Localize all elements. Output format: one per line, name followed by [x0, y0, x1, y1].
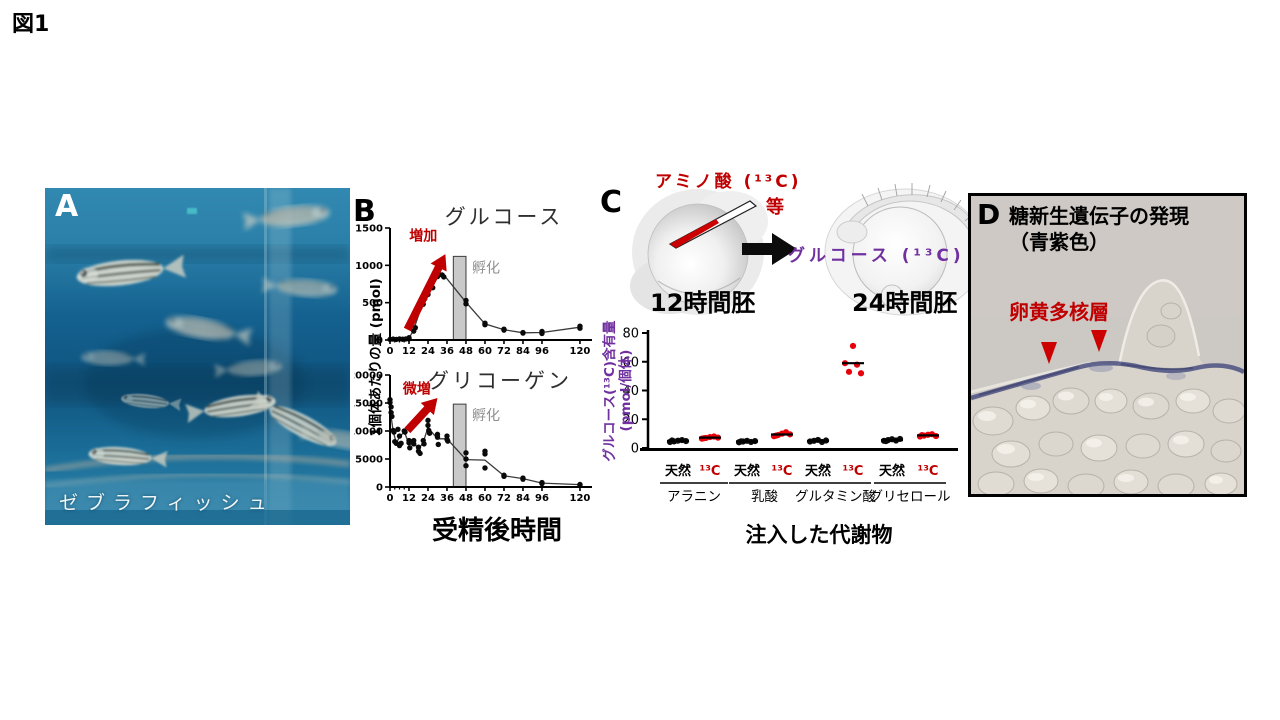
injected-metabolite-label: アミノ酸 (¹³C)	[655, 172, 802, 192]
panel-a: A ゼブラフィッシュ	[45, 188, 350, 525]
svg-text:120: 120	[570, 346, 591, 357]
embryo-24h-illustration	[824, 183, 989, 316]
svg-text:60: 60	[478, 346, 492, 357]
c13-chart-y-axis-label-line2: (pmol/個体)	[618, 349, 634, 432]
svg-text:120: 120	[570, 493, 591, 504]
panel-c-label: C	[600, 185, 623, 220]
panel-d: D 糖新生遺伝子の発現 （青紫色） 卵黄多核層	[968, 193, 1247, 497]
svg-text:増加: 増加	[409, 228, 437, 245]
svg-text:84: 84	[516, 493, 530, 504]
svg-text:1000: 1000	[355, 261, 383, 272]
svg-text:12: 12	[402, 346, 416, 357]
svg-text:24: 24	[421, 346, 435, 357]
svg-text:24: 24	[421, 493, 435, 504]
svg-text:500: 500	[362, 298, 383, 309]
svg-text:グルタミン酸: グルタミン酸	[795, 489, 876, 505]
product-glucose-label: グルコース (¹³C)	[788, 246, 965, 266]
panel-d-title-line2: （青紫色）	[1009, 230, 1109, 254]
svg-text:5000: 5000	[355, 455, 383, 466]
panel-b-label: B	[353, 194, 376, 229]
svg-text:96: 96	[535, 346, 549, 357]
svg-text:天然: 天然	[805, 463, 831, 479]
svg-text:アラニン: アラニン	[667, 489, 721, 505]
zebrafish-photo	[45, 188, 350, 525]
transition-arrow-icon	[742, 233, 797, 265]
svg-text:0: 0	[376, 483, 383, 494]
svg-text:84: 84	[516, 346, 530, 357]
svg-text:20: 20	[622, 413, 639, 428]
svg-text:グルコース: グルコース	[445, 205, 564, 229]
svg-text:¹³C: ¹³C	[843, 464, 864, 479]
ysl-arrowhead-icon	[1041, 342, 1057, 364]
svg-text:36: 36	[440, 493, 454, 504]
panel-a-label: A	[55, 189, 79, 224]
svg-text:天然: 天然	[879, 463, 905, 479]
svg-text:天然: 天然	[665, 463, 691, 479]
zebrafish-caption: ゼブラフィッシュ	[59, 492, 275, 514]
svg-text:12: 12	[402, 493, 416, 504]
svg-text:36: 36	[440, 346, 454, 357]
panel-b-x-axis-label: 受精後時間	[431, 516, 562, 546]
svg-text:¹³C: ¹³C	[772, 464, 793, 479]
embryo-diagram	[630, 183, 989, 316]
yolk-micrograph	[971, 196, 1244, 494]
panel-d-label: D	[977, 198, 1001, 231]
svg-text:72: 72	[497, 493, 511, 504]
ysl-stain-line	[971, 361, 1244, 401]
svg-text:48: 48	[459, 493, 473, 504]
ysl-arrowhead-icon	[1091, 330, 1107, 352]
svg-text:乳酸: 乳酸	[751, 489, 779, 505]
embryo-12h-label: 12時間胚	[650, 289, 756, 317]
svg-text:0: 0	[387, 493, 394, 504]
svg-text:グリセロール: グリセロール	[870, 489, 951, 505]
svg-text:20000: 20000	[354, 371, 383, 382]
svg-text:40: 40	[622, 384, 639, 399]
svg-text:60: 60	[622, 355, 639, 370]
svg-text:1500: 1500	[355, 224, 383, 235]
c13-chart-x-axis-label: 注入した代謝物	[745, 523, 893, 547]
figure-title: 図1	[12, 12, 50, 37]
svg-text:微増: 微増	[402, 380, 431, 397]
svg-text:0: 0	[387, 346, 394, 357]
svg-text:72: 72	[497, 346, 511, 357]
svg-text:天然: 天然	[734, 463, 760, 479]
svg-text:96: 96	[535, 493, 549, 504]
ysl-annotation-label: 卵黄多核層	[1009, 300, 1109, 324]
injected-metabolite-label-etc: 等	[766, 197, 784, 218]
glucose-chart: 孵化 0 500 1000 1500 0 12 24 36 48 60 72 84 96 120 増加グルコー…	[355, 205, 592, 357]
svg-text:¹³C: ¹³C	[918, 464, 939, 479]
svg-text:グリコーゲン: グリコーゲン	[428, 369, 572, 393]
svg-text:孵化: 孵化	[472, 408, 500, 424]
svg-text:0: 0	[376, 336, 383, 347]
panel-d-title-line1: 糖新生遺伝子の発現	[1009, 204, 1189, 228]
embryo-12h-illustration	[630, 189, 768, 315]
svg-text:¹³C: ¹³C	[700, 464, 721, 479]
svg-text:80: 80	[622, 327, 639, 342]
svg-text:孵化: 孵化	[472, 260, 500, 276]
svg-text:0: 0	[631, 442, 639, 457]
svg-text:60: 60	[478, 493, 492, 504]
svg-text:48: 48	[459, 346, 473, 357]
svg-text:10000: 10000	[354, 427, 383, 438]
embryo-24h-label: 24時間胚	[852, 289, 958, 317]
